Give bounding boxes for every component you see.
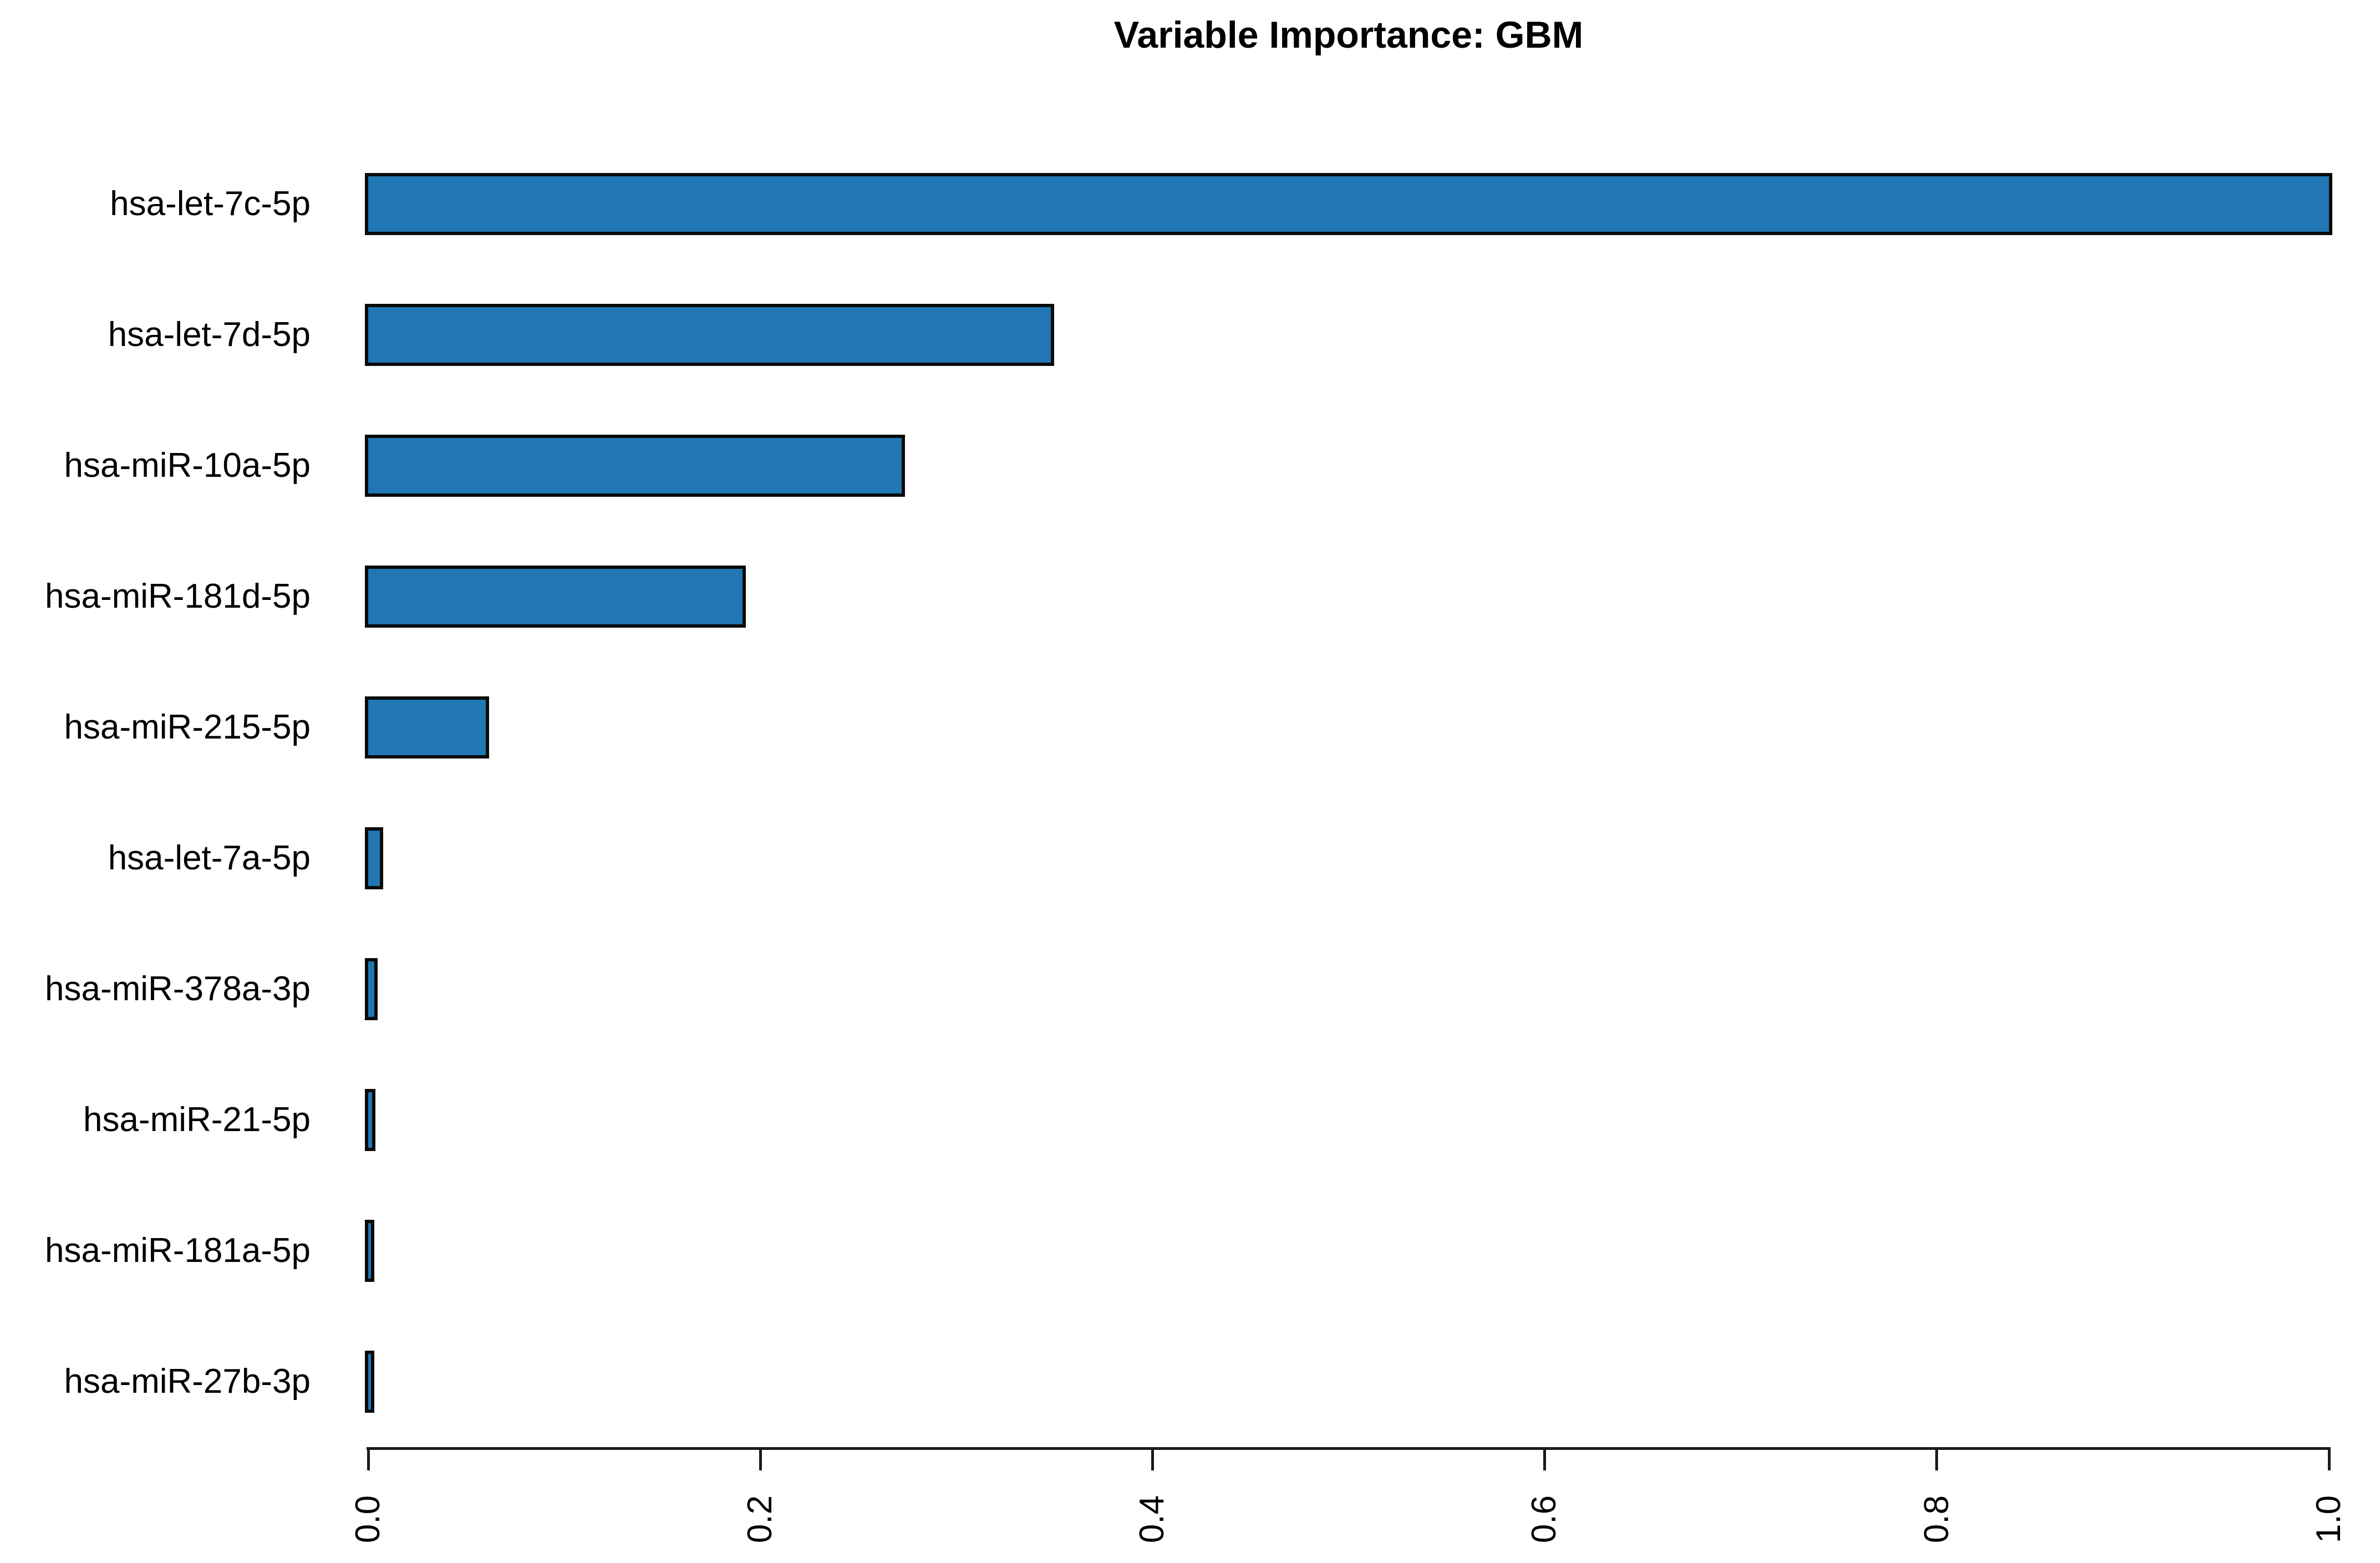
importance-bar — [365, 173, 2332, 235]
x-axis-tick-label-text: 1.0 — [2309, 1495, 2348, 1544]
x-axis-tick-label-text: 0.8 — [1917, 1495, 1956, 1544]
x-axis-tick — [1543, 1449, 1547, 1470]
importance-bar — [365, 827, 384, 889]
chart-title: Variable Importance: GBM — [1113, 14, 1584, 56]
category-label: hsa-miR-181a-5p — [45, 1231, 311, 1270]
category-label: hsa-let-7d-5p — [108, 315, 311, 354]
x-axis-tick — [1935, 1449, 1939, 1470]
importance-bar — [365, 696, 490, 758]
importance-bar — [365, 435, 905, 497]
category-label: hsa-miR-21-5p — [83, 1101, 311, 1139]
x-axis-tick-label: 0.4 — [1127, 1486, 1177, 1552]
importance-bar — [365, 1089, 376, 1151]
category-label: hsa-miR-27b-3p — [64, 1362, 311, 1401]
category-label: hsa-miR-181d-5p — [45, 577, 311, 615]
x-axis-tick-label: 0.6 — [1520, 1486, 1570, 1552]
importance-bar — [365, 958, 378, 1020]
importance-bar — [365, 304, 1054, 366]
importance-bar — [365, 566, 746, 628]
category-label: hsa-let-7a-5p — [108, 839, 311, 877]
importance-bar — [365, 1351, 375, 1413]
x-axis-tick-label-text: 0.2 — [741, 1495, 780, 1544]
category-label: hsa-miR-378a-3p — [45, 970, 311, 1008]
x-axis-tick — [759, 1449, 762, 1470]
category-label: hsa-miR-215-5p — [64, 708, 311, 746]
x-axis-tick-label: 0.8 — [1912, 1486, 1962, 1552]
x-axis-tick — [367, 1449, 370, 1470]
x-axis-tick-label: 0.0 — [343, 1486, 393, 1552]
x-axis-tick-label-text: 0.0 — [348, 1495, 387, 1544]
category-label: hsa-let-7c-5p — [110, 185, 311, 223]
importance-bar — [365, 1220, 375, 1282]
x-axis-tick-label-text: 0.6 — [1525, 1495, 1564, 1544]
x-axis-tick-label: 0.2 — [735, 1486, 785, 1552]
x-axis-tick-label-text: 0.4 — [1133, 1495, 1172, 1544]
category-label: hsa-miR-10a-5p — [64, 446, 311, 485]
x-axis-tick — [2327, 1449, 2331, 1470]
x-axis-tick-label: 1.0 — [2304, 1486, 2354, 1552]
x-axis-line — [367, 1447, 2331, 1450]
x-axis-tick — [1151, 1449, 1154, 1470]
